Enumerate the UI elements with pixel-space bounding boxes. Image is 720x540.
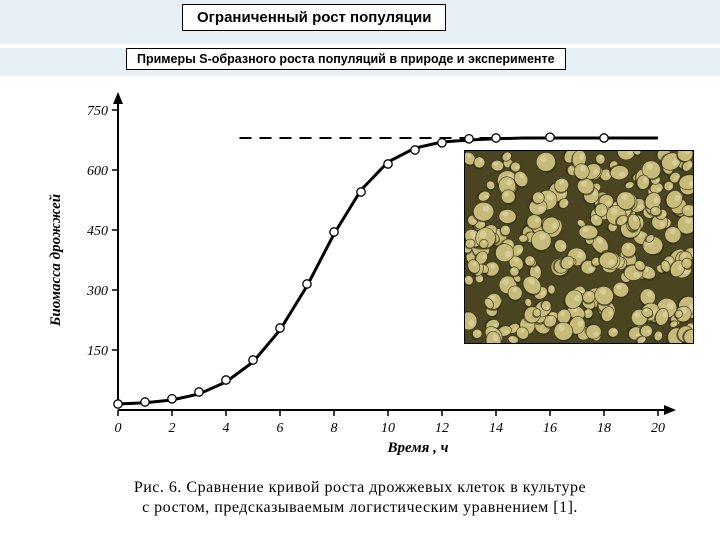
svg-text:8: 8 [331,421,338,436]
svg-text:16: 16 [543,421,557,436]
svg-text:750: 750 [87,104,108,119]
svg-text:150: 150 [87,344,108,359]
svg-text:14: 14 [489,421,503,436]
svg-text:10: 10 [381,421,395,436]
svg-text:Биомасса дрожжей: Биомасса дрожжей [48,194,64,327]
caption-line2: с ростом, предсказываемым логистическим … [142,499,578,516]
svg-text:20: 20 [651,421,665,436]
subtitle-box: Примеры S-образного роста популяций в пр… [126,48,566,70]
svg-text:4: 4 [223,421,230,436]
svg-text:450: 450 [87,224,108,239]
svg-text:6: 6 [277,421,284,436]
caption-prefix: Рис. 6. [134,479,182,496]
svg-text:Время , ч: Время , ч [387,440,449,456]
page-title: Ограниченный рост популяции [197,9,431,26]
svg-text:18: 18 [597,421,611,436]
svg-text:2: 2 [169,421,176,436]
figure-caption: Рис. 6. Сравнение кривой роста дрожжевых… [10,478,710,518]
page-title-box: Ограниченный рост популяции [182,4,446,31]
subtitle-text: Примеры S-образного роста популяций в пр… [137,52,555,66]
yeast-cells-image [464,150,694,344]
svg-text:0: 0 [115,421,122,436]
svg-text:300: 300 [86,284,108,299]
svg-text:12: 12 [435,421,449,436]
caption-line1: Сравнение кривой роста дрожжевых клеток … [186,479,586,496]
svg-text:600: 600 [87,164,108,179]
